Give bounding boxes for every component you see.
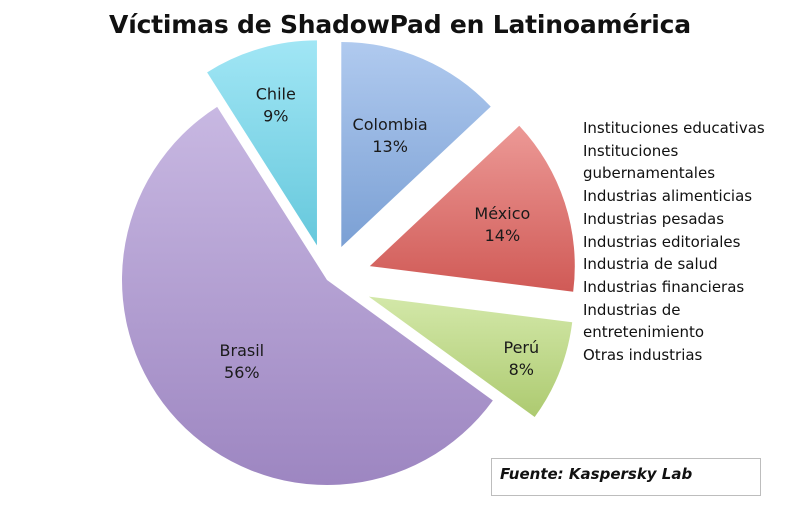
sector-item: Instituciones educativas (583, 119, 765, 137)
slice-value-label: 13% (372, 137, 408, 156)
sector-item: gubernamentales (583, 164, 716, 183)
slice-label: Colombia (353, 115, 428, 134)
pie-slice-mexico (369, 125, 575, 292)
slice-label: Perú (504, 338, 540, 357)
pie-slice-peru (368, 296, 573, 418)
slice-value-label: 9% (263, 107, 288, 126)
slice-label: Chile (256, 85, 296, 104)
sector-item: Industrias alimenticias (583, 187, 753, 206)
pie-slice-brasil (122, 106, 493, 485)
sector-item: Industrias editoriales (583, 232, 741, 251)
chart-title: Víctimas de ShadowPad en Latinoamérica (109, 10, 691, 39)
sector-list: Instituciones educativas Instituciones gub… (583, 117, 798, 367)
sector-item: Industria de salud (583, 255, 718, 274)
sector-item: Otras industrias (583, 346, 703, 365)
sector-item: Industrias de (583, 300, 681, 319)
slice-label: México (474, 204, 530, 223)
pie-slice-colombia (341, 41, 491, 247)
slice-value-label: 56% (224, 363, 260, 382)
slice-label: Brasil (220, 341, 265, 360)
pie-slice-chile (207, 40, 317, 246)
slice-value-label: 14% (485, 226, 521, 245)
sector-item: Industrias pesadas (583, 209, 725, 228)
sector-item: entretenimiento (583, 323, 705, 342)
source-note: Fuente: Kaspersky Lab (491, 458, 761, 496)
sector-item: Instituciones (583, 141, 679, 160)
sector-item: Industrias financieras (583, 277, 745, 296)
slice-value-label: 8% (509, 360, 534, 379)
